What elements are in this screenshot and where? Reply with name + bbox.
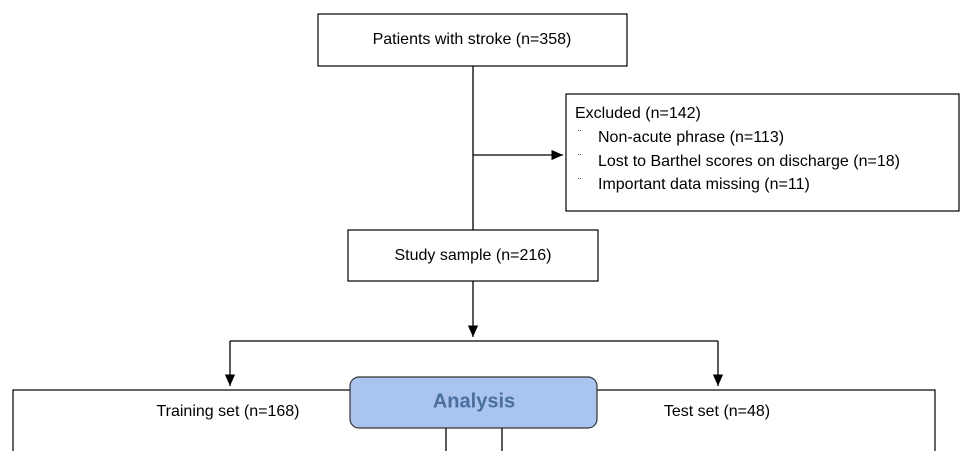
bullet: ¨	[578, 176, 581, 186]
box-study	[347, 229, 599, 282]
box-excluded	[565, 93, 960, 212]
label: Analysis	[433, 390, 515, 412]
bullet: ¨	[578, 152, 581, 162]
label: Excluded (n=142)	[575, 105, 701, 122]
label: Study sample (n=216)	[395, 247, 552, 264]
label: Training set (n=168)	[156, 403, 299, 420]
item: Lost to Barthel scores on discharge (n=1…	[598, 153, 900, 170]
box-patients	[317, 13, 628, 67]
bullet: ¨	[578, 128, 581, 138]
item: Non-acute phrase (n=113)	[598, 129, 784, 146]
item: Important data missing (n=11)	[598, 176, 810, 193]
label: Test set (n=48)	[664, 403, 770, 420]
label: Patients with stroke (n=358)	[373, 31, 572, 48]
box-analysis	[349, 376, 598, 429]
